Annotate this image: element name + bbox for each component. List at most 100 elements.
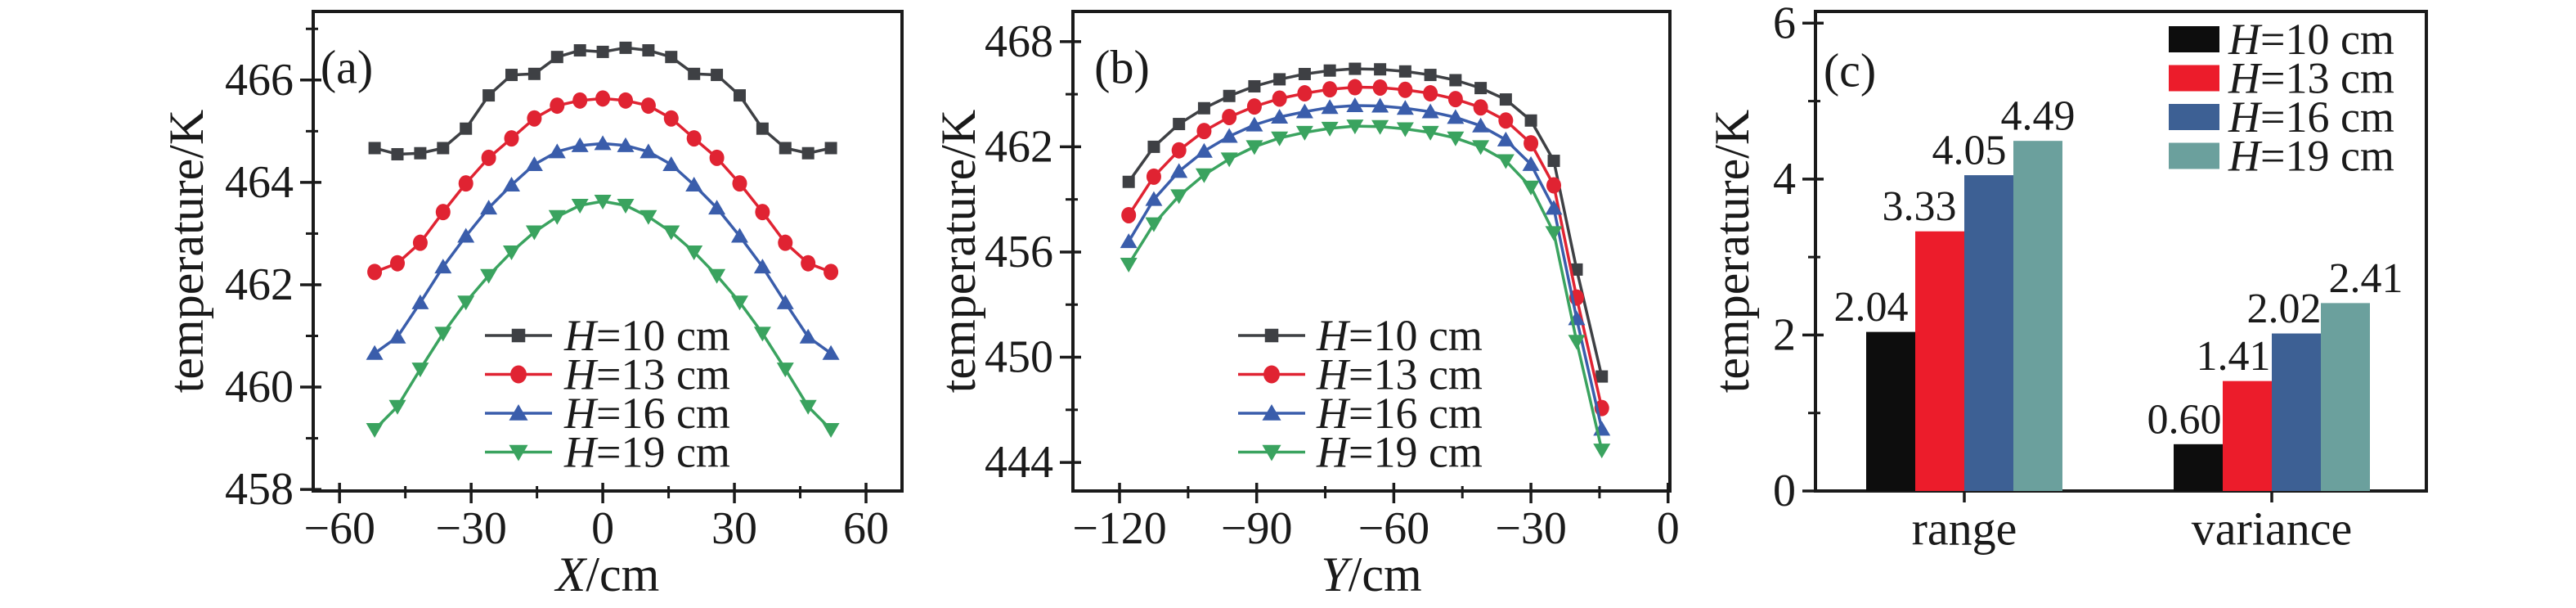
marker-square — [733, 89, 746, 102]
marker-triangle-up — [822, 345, 840, 360]
panel-letter: (a) — [321, 41, 373, 94]
marker-triangle-up — [1472, 117, 1490, 133]
marker-triangle-down — [1396, 122, 1414, 137]
x-tick-label: 60 — [843, 503, 889, 554]
marker-circle — [504, 130, 519, 147]
marker-triangle-down — [685, 245, 703, 260]
marker-triangle-down — [548, 209, 566, 225]
marker-circle — [367, 263, 383, 281]
marker-triangle-up — [388, 328, 406, 344]
series-markers-1 — [368, 41, 837, 160]
legend-swatch — [2169, 104, 2219, 130]
marker-square — [1349, 62, 1362, 75]
y-tick-label: 2 — [1773, 309, 1796, 360]
marker-circle — [1447, 91, 1463, 108]
marker-triangle-down — [617, 199, 635, 214]
marker-triangle-down — [1295, 125, 1313, 141]
y-tick-label: 456 — [985, 227, 1053, 277]
bar-value-label: 3.33 — [1883, 183, 1957, 230]
marker-triangle-down — [1472, 140, 1490, 155]
marker-triangle-down — [1220, 152, 1238, 168]
marker-square — [505, 69, 518, 82]
marker-circle — [686, 130, 702, 147]
marker-triangle-up — [571, 137, 589, 152]
marker-triangle-down — [708, 268, 726, 284]
marker-triangle-down — [1145, 217, 1163, 232]
marker-circle — [390, 254, 406, 272]
marker-triangle-up — [1497, 131, 1515, 146]
panel-b: 444 450 456 462 468 −120 −90 −60 −30 0 (b) temperat… — [931, 10, 1680, 601]
marker-circle — [595, 90, 611, 107]
marker-triangle-up — [799, 328, 817, 344]
y-tick-label: 4 — [1773, 154, 1796, 205]
marker-triangle-down — [1245, 140, 1263, 155]
marker-circle — [510, 365, 527, 384]
x-tick-label: −90 — [1221, 503, 1293, 554]
marker-triangle-up — [1220, 128, 1238, 143]
marker-triangle-down — [1421, 125, 1439, 141]
legend-label: H=19 cm — [2228, 132, 2394, 181]
marker-circle — [755, 204, 770, 221]
bar-range-h-13-cm — [1915, 231, 1964, 491]
marker-triangle-up — [1545, 200, 1563, 215]
marker-circle — [412, 234, 428, 251]
bar-value-label: 2.41 — [2329, 255, 2403, 302]
marker-triangle-up — [730, 227, 748, 243]
bar-range-h-16-cm — [1964, 175, 2013, 491]
marker-circle — [1297, 85, 1313, 102]
bar-range-h-19-cm — [2013, 141, 2062, 491]
marker-triangle-down — [525, 225, 543, 241]
y-tick-label: 468 — [985, 16, 1053, 67]
marker-square — [511, 328, 526, 343]
plot-frame — [1814, 10, 2428, 493]
marker-circle — [732, 175, 747, 192]
marker-square — [368, 142, 381, 155]
marker-circle — [572, 92, 588, 109]
legend: H=10 cmH=13 cmH=16 cmH=19 cm — [485, 311, 730, 477]
series-markers-2 — [1121, 79, 1609, 417]
marker-triangle-down — [594, 195, 612, 210]
marker-square — [1173, 118, 1186, 131]
marker-triangle-up — [594, 135, 612, 151]
marker-triangle-up — [617, 137, 635, 152]
marker-square — [1595, 370, 1609, 383]
marker-square — [482, 89, 496, 102]
marker-triangle-down — [480, 268, 498, 284]
marker-circle — [458, 175, 473, 192]
marker-triangle-up — [776, 294, 794, 309]
x-tick-label: −120 — [1072, 503, 1167, 554]
marker-circle — [1246, 98, 1262, 115]
bar-value-label: 4.49 — [2001, 93, 2076, 140]
marker-square — [460, 122, 473, 135]
marker-triangle-up — [1295, 103, 1313, 119]
marker-triangle-down — [776, 363, 794, 378]
marker-square — [437, 142, 450, 155]
marker-square — [665, 51, 678, 64]
legend-label: H=13 cm — [563, 350, 730, 399]
marker-triangle-down — [366, 422, 384, 438]
marker-triangle-up — [480, 200, 498, 215]
series-markers-4 — [366, 195, 840, 438]
marker-circle — [1423, 85, 1438, 102]
marker-triangle-down — [1497, 154, 1515, 169]
marker-triangle-up — [1271, 108, 1289, 124]
marker-square — [1449, 74, 1462, 87]
bar-value-label: 2.04 — [1834, 284, 1909, 331]
marker-circle — [801, 254, 816, 272]
marker-triangle-up — [1262, 404, 1281, 421]
marker-triangle-up — [1120, 233, 1138, 249]
y-tick-label: 466 — [225, 55, 294, 106]
marker-triangle-up — [685, 177, 703, 192]
x-tick-label: 0 — [591, 503, 614, 554]
marker-square — [1570, 263, 1583, 276]
marker-square — [1248, 79, 1261, 92]
marker-triangle-down — [1568, 335, 1586, 350]
marker-square — [1147, 140, 1160, 153]
marker-triangle-down — [1271, 131, 1289, 146]
marker-triangle-down — [571, 199, 589, 214]
legend-label: H=16 cm — [2228, 92, 2394, 142]
marker-circle — [1546, 177, 1562, 194]
marker-circle — [1347, 79, 1362, 96]
bar-value-label: 4.05 — [1932, 128, 2007, 174]
